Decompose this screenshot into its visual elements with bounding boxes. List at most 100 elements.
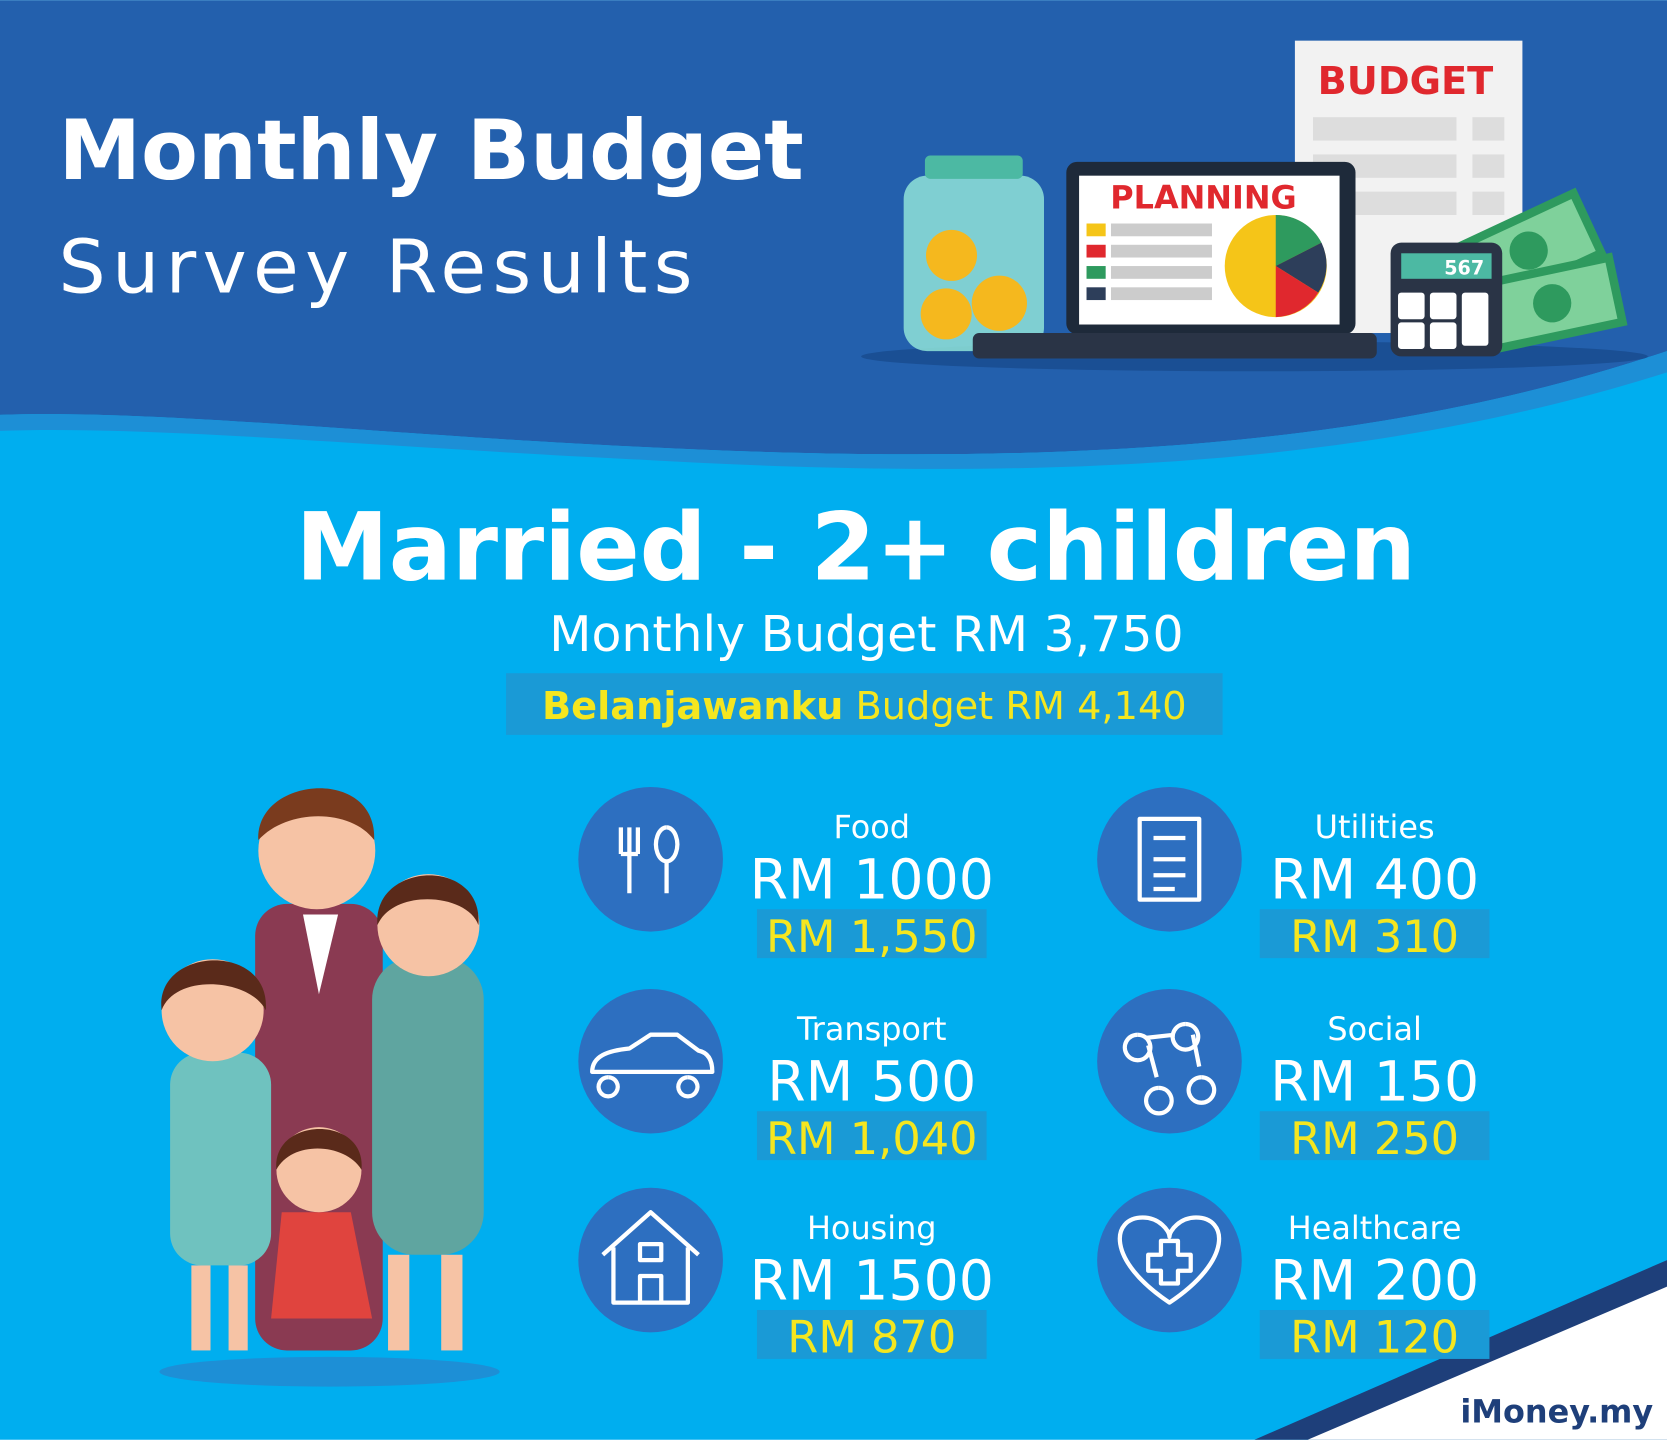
item-label: Food xyxy=(834,808,910,846)
budget-illustration-part xyxy=(1086,266,1106,279)
budget-illustration-part xyxy=(1429,322,1457,349)
family-illustration-part xyxy=(228,1265,248,1351)
budget-illustration-part xyxy=(972,333,1377,359)
budget-illustration-part xyxy=(1110,266,1212,279)
budget-illustration-part xyxy=(1429,292,1457,320)
item-belanjawanku-band xyxy=(756,1310,987,1359)
item-icon-circle xyxy=(578,988,723,1134)
item-belanjawanku-amount: RM 120 xyxy=(1290,1312,1459,1364)
item-icon xyxy=(1137,816,1202,902)
family-illustration-part xyxy=(170,1052,272,1266)
budget-illustration-part xyxy=(1398,322,1425,349)
item-icon-circle xyxy=(578,786,723,932)
budget-illustration-part xyxy=(1110,287,1212,301)
budget-illustration-part xyxy=(1312,117,1457,141)
item-belanjawanku-band xyxy=(1259,1310,1490,1359)
item-belanjawanku-amount: RM 1,550 xyxy=(766,911,978,963)
budget-illustration-part xyxy=(1086,244,1106,258)
item-survey-amount: RM 400 xyxy=(1270,849,1479,913)
budget-illustration-part xyxy=(1472,154,1505,178)
item-belanjawanku-band xyxy=(756,909,987,959)
family-illustration-part xyxy=(377,875,479,926)
budget-illustration-part xyxy=(920,288,972,340)
title: Monthly Budget xyxy=(58,102,803,199)
corner-white xyxy=(1307,1286,1667,1440)
family-illustration-part xyxy=(372,957,484,1255)
budget-illustration-part xyxy=(1086,287,1106,301)
screen-label: PLANNING xyxy=(1110,179,1296,217)
budget-illustration-part xyxy=(1476,252,1628,355)
document-label: BUDGET xyxy=(1318,59,1494,104)
family-illustration-part xyxy=(258,792,376,910)
wave-edge xyxy=(0,351,1667,469)
item-icon xyxy=(1117,1215,1222,1305)
budget-illustration-part-part xyxy=(1509,231,1548,270)
budget-illustration-part xyxy=(925,229,978,281)
item-label: Housing xyxy=(807,1209,937,1247)
item-belanjawanku-amount: RM 310 xyxy=(1290,911,1459,963)
item-label: Social xyxy=(1327,1010,1422,1048)
budget-illustration-part xyxy=(1275,266,1319,318)
budget-illustration-part xyxy=(1110,244,1212,258)
item-belanjawanku-band xyxy=(1259,909,1490,959)
belanjawanku-budget: Budget RM 4,140 xyxy=(856,684,1187,729)
item-belanjawanku-amount: RM 870 xyxy=(787,1312,956,1364)
family-illustration-part xyxy=(191,1265,211,1351)
budget-illustration-part xyxy=(1110,223,1212,237)
family-illustration-part xyxy=(271,1212,373,1319)
family-illustration-part xyxy=(276,1129,362,1170)
item-label: Transport xyxy=(796,1010,947,1048)
budget-illustration-part xyxy=(1275,242,1327,293)
item-icon-circle xyxy=(1097,1187,1242,1333)
budget-illustration-part xyxy=(1472,117,1505,141)
budget-illustration-part xyxy=(1086,223,1106,237)
item-icon xyxy=(618,825,680,894)
item-survey-amount: RM 500 xyxy=(767,1051,976,1115)
monthly-budget: Monthly Budget RM 3,750 xyxy=(549,606,1183,663)
budget-illustration-part xyxy=(1398,292,1425,320)
family-illustration-part xyxy=(161,960,266,1011)
belanjawanku-line: Belanjawanku Budget RM 4,140 xyxy=(542,684,1187,729)
item-icon xyxy=(601,1210,700,1305)
family-illustration-part xyxy=(302,914,339,995)
brand: iMoney.my xyxy=(1460,1393,1653,1431)
item-label: Healthcare xyxy=(1288,1209,1462,1247)
item-label: Utilities xyxy=(1315,808,1435,846)
family-illustration-part xyxy=(159,1356,500,1387)
item-survey-amount: RM 150 xyxy=(1270,1051,1479,1115)
belanjawanku-name: Belanjawanku xyxy=(542,684,843,729)
item-belanjawanku-amount: RM 1,040 xyxy=(766,1113,978,1165)
budget-illustration-part xyxy=(924,155,1023,179)
item-belanjawanku-amount: RM 250 xyxy=(1290,1113,1459,1165)
family-illustration-part xyxy=(258,788,375,841)
budget-illustration-part xyxy=(1461,292,1489,346)
budget-illustration: BUDGET PLANNING 567 xyxy=(861,40,1648,372)
calculator-display: 567 xyxy=(1444,257,1484,280)
item-belanjawanku-band xyxy=(756,1111,987,1161)
item-survey-amount: RM 200 xyxy=(1270,1249,1479,1313)
budget-illustration-part-part xyxy=(1533,284,1572,323)
item-icon-circle xyxy=(1097,988,1242,1134)
budget-illustration-part xyxy=(971,275,1027,331)
budget-illustration-part xyxy=(1275,215,1322,267)
item-icon xyxy=(1122,1021,1217,1116)
family-illustration-part xyxy=(441,1254,463,1351)
budget-illustration-part xyxy=(1472,191,1505,216)
family-illustration xyxy=(159,788,500,1387)
budget-illustration-part xyxy=(1401,253,1492,279)
item-survey-amount: RM 1500 xyxy=(750,1249,994,1313)
subtitle: Survey Results xyxy=(58,224,698,311)
section-title: Married - 2+ children xyxy=(296,494,1416,603)
family-illustration-part xyxy=(388,1254,410,1351)
item-icon xyxy=(590,1032,715,1099)
